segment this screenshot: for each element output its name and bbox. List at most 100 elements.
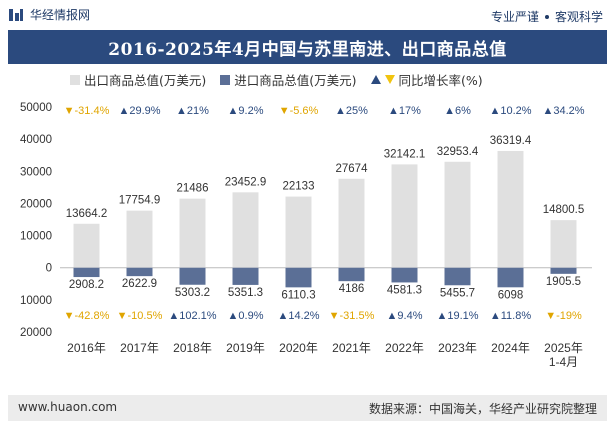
x-tick-label: 2021年: [332, 341, 371, 355]
y-tick-label: 0: [46, 263, 52, 275]
x-tick-label: 1-4月: [549, 355, 578, 369]
export-value-label: 36319.4: [490, 135, 532, 147]
export-value-label: 32953.4: [437, 146, 479, 158]
import-value-label: 6098: [498, 289, 524, 301]
export-bar: [391, 164, 418, 268]
triangle-up-icon: [370, 75, 381, 84]
export-yoy-label: ▲25%: [335, 105, 368, 117]
footer: www.huaon.com 数据来源：中国海关，华经产业研究院整理: [8, 395, 607, 421]
import-value-label: 5303.2: [175, 287, 210, 299]
import-value-label: 4186: [339, 283, 365, 295]
import-bar: [497, 267, 524, 288]
import-value-label: 5351.3: [228, 287, 263, 299]
export-bar: [338, 178, 365, 268]
import-yoy-label: ▲19.1%: [436, 310, 478, 322]
export-yoy-label: ▲21%: [176, 105, 209, 117]
export-bar: [497, 150, 524, 268]
import-value-label: 2908.2: [69, 279, 104, 291]
y-tick-label: 20000: [20, 327, 52, 339]
y-tick-label: 20000: [20, 198, 52, 210]
import-value-label: 1905.5: [546, 276, 581, 288]
legend-import-label: 进口商品总值(万美元): [234, 73, 357, 88]
export-bar: [179, 198, 206, 268]
import-yoy-label: ▲11.8%: [490, 310, 531, 322]
import-yoy-label: ▼-19%: [545, 310, 582, 322]
bullet-icon: [544, 14, 549, 19]
import-bar: [179, 267, 206, 285]
x-tick-label: 2022年: [385, 341, 424, 355]
x-tick-label: 2017年: [120, 341, 159, 355]
export-yoy-label: ▲10.2%: [489, 105, 531, 117]
import-bar: [232, 267, 259, 285]
export-value-label: 21486: [177, 183, 209, 195]
import-value-label: 5455.7: [440, 287, 475, 299]
import-yoy-label: ▼-31.5%: [329, 310, 375, 322]
import-yoy-label: ▲102.1%: [168, 310, 216, 322]
top-bar: 华经情报网 专业严谨 客观科学: [0, 0, 615, 30]
export-bar: [285, 196, 312, 268]
export-yoy-label: ▲6%: [444, 105, 471, 117]
import-bar: [285, 267, 312, 288]
footer-website[interactable]: www.huaon.com: [18, 400, 118, 414]
y-tick-label: 10000: [20, 295, 52, 307]
import-bar: [444, 267, 471, 286]
export-value-label: 32142.1: [384, 148, 426, 160]
x-tick-label: 2024年: [491, 341, 530, 355]
import-bar: [126, 267, 153, 277]
export-value-label: 13664.2: [66, 208, 108, 220]
export-yoy-label: ▼-31.4%: [64, 105, 110, 117]
import-value-label: 2622.9: [122, 278, 157, 290]
x-tick-label: 2025年: [544, 341, 583, 355]
title-bar: 2016-2025年4月中国与苏里南进、出口商品总值: [8, 30, 607, 64]
x-tick-label: 2016年: [67, 341, 106, 355]
footer-source: 数据来源：中国海关，华经产业研究院整理: [368, 402, 597, 416]
legend-yoy: 同比增长率(%): [370, 70, 483, 89]
import-yoy-label: ▲14.2%: [277, 310, 319, 322]
import-bar: [391, 267, 418, 283]
chart-title: 2016-2025年4月中国与苏里南进、出口商品总值: [108, 39, 507, 60]
export-yoy-label: ▲17%: [388, 105, 421, 117]
export-bar: [444, 161, 471, 268]
legend-import-swatch: [220, 74, 231, 85]
x-tick-label: 2023年: [438, 341, 477, 355]
export-value-label: 23452.9: [225, 176, 267, 188]
export-bar: [126, 210, 153, 268]
slogan: 专业严谨 客观科学: [491, 8, 603, 25]
export-bar: [232, 192, 259, 268]
legend-export-label: 出口商品总值(万美元): [84, 73, 207, 88]
export-bar: [73, 223, 100, 268]
import-bar: [338, 267, 365, 282]
export-yoy-label: ▲34.2%: [542, 105, 584, 117]
slogan-item-2: 客观科学: [554, 10, 603, 24]
x-tick-label: 2018年: [173, 341, 212, 355]
legend-import: 进口商品总值(万美元): [220, 70, 357, 89]
export-yoy-label: ▼-5.6%: [279, 105, 319, 117]
import-yoy-label: ▼-42.8%: [64, 310, 110, 322]
export-value-label: 17754.9: [119, 195, 161, 207]
import-yoy-label: ▼-10.5%: [117, 310, 163, 322]
chart-legend: 出口商品总值(万美元) 进口商品总值(万美元) 同比增长率(%): [70, 70, 483, 89]
legend-export: 出口商品总值(万美元): [70, 70, 206, 89]
import-yoy-label: ▲9.4%: [387, 310, 423, 322]
import-value-label: 6110.3: [281, 289, 315, 301]
brand[interactable]: 华经情报网: [8, 6, 90, 23]
brand-logo-icon: [8, 7, 24, 23]
y-tick-label: 50000: [20, 102, 52, 114]
import-bar: [73, 267, 100, 278]
import-bar: [550, 267, 577, 274]
triangle-down-icon: [384, 75, 395, 84]
export-value-label: 22133: [283, 181, 315, 193]
slogan-item-1: 专业严谨: [490, 10, 539, 24]
export-yoy-label: ▲29.9%: [118, 105, 160, 117]
y-tick-label: 10000: [20, 231, 52, 243]
export-bar: [550, 220, 577, 268]
y-tick-label: 30000: [20, 166, 52, 178]
x-tick-label: 2020年: [279, 341, 318, 355]
legend-export-swatch: [70, 74, 80, 85]
export-yoy-label: ▲9.2%: [228, 105, 264, 117]
import-value-label: 4581.3: [387, 284, 422, 296]
x-tick-label: 2019年: [226, 341, 265, 355]
import-yoy-label: ▲0.9%: [228, 310, 264, 322]
y-tick-label: 40000: [20, 134, 52, 146]
legend-yoy-label: 同比增长率(%): [398, 73, 483, 88]
